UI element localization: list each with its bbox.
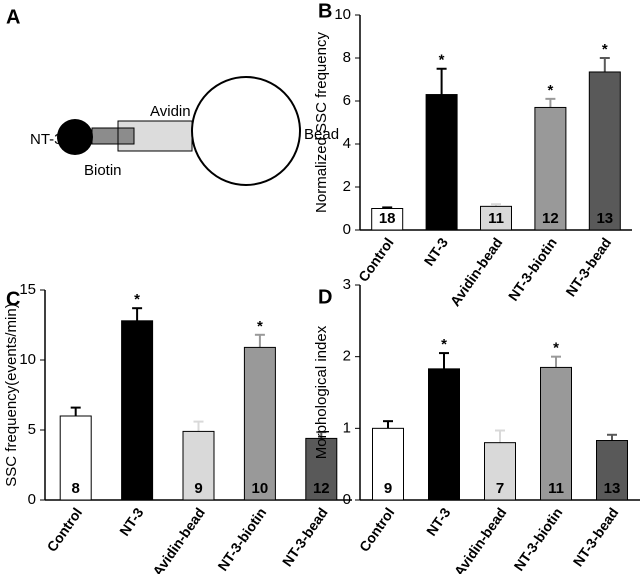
y-axis-label: Normalized SSC frequency <box>313 32 330 213</box>
x-tick-label: Avidin-bead <box>447 235 506 309</box>
y-tick-label: 0 <box>343 491 351 508</box>
n-label: 12 <box>313 480 330 497</box>
x-tick-label: NT-3-bead <box>570 505 622 570</box>
y-tick-label: 0 <box>343 221 351 238</box>
x-tick-label: Avidin-bead <box>149 505 208 574</box>
x-tick-label: Avidin-bead <box>451 505 510 574</box>
y-tick-label: 10 <box>334 6 351 23</box>
x-tick-label: NT-3 <box>421 234 452 268</box>
y-tick-label: 5 <box>28 421 36 438</box>
significance: * <box>134 291 140 308</box>
bar <box>372 427 404 501</box>
bead-shape <box>191 76 301 186</box>
panel-label: A <box>6 6 20 28</box>
n-label: 8 <box>72 480 80 497</box>
bar <box>182 430 215 501</box>
y-axis-label: Morphological index <box>313 325 330 459</box>
n-label: 31 <box>433 210 450 227</box>
y-tick-label: 4 <box>343 135 351 152</box>
panel-label: D <box>318 286 332 308</box>
y-tick-label: 3 <box>343 276 351 293</box>
x-tick-label: NT-3 <box>423 504 454 538</box>
bar <box>588 71 621 231</box>
ntc-shape <box>57 119 93 155</box>
y-tick-label: 2 <box>343 348 351 365</box>
n-label: 10 <box>252 480 269 497</box>
bead-label: Bead <box>304 126 339 143</box>
panel-label: C <box>6 288 20 310</box>
diagram: A NT-3 Biotin Avidin Bead <box>6 6 339 186</box>
bar <box>59 415 92 501</box>
y-tick-label: 0 <box>28 491 36 508</box>
bar <box>540 366 572 501</box>
y-tick-label: 10 <box>19 351 36 368</box>
n-label: 7 <box>440 480 448 497</box>
n-label: 7 <box>496 480 504 497</box>
y-axis-label: SSC frequency(events/min) <box>3 303 20 486</box>
y-tick-label: 2 <box>343 178 351 195</box>
x-tick-label: NT-3-biotin <box>505 235 560 304</box>
bar <box>534 106 567 231</box>
significance: * <box>439 52 445 69</box>
bar <box>480 205 512 231</box>
n-label: 11 <box>488 210 504 227</box>
binder-label: Avidin <box>150 103 191 120</box>
panel-label: B <box>318 0 332 22</box>
x-tick-label: NT-3-biotin <box>510 505 565 574</box>
bar <box>484 442 516 501</box>
x-tick-label: Control <box>44 505 86 555</box>
bar <box>428 368 460 501</box>
x-tick-label: NT-3-biotin <box>214 505 269 574</box>
linker-label: Biotin <box>84 162 122 179</box>
significance: * <box>602 41 608 58</box>
n-label: 13 <box>604 480 621 497</box>
significance: * <box>553 340 559 357</box>
y-tick-label: 1 <box>343 419 351 436</box>
y-tick-label: 15 <box>19 281 36 298</box>
bar <box>596 440 628 501</box>
n-label: 18 <box>379 210 396 227</box>
bar <box>425 94 458 231</box>
n-label: 11 <box>548 480 564 497</box>
x-tick-label: NT-3-bead <box>562 235 614 300</box>
n-label: 12 <box>542 210 559 227</box>
x-tick-label: Control <box>355 235 397 285</box>
bar <box>121 320 154 501</box>
x-tick-label: Control <box>356 505 398 555</box>
significance: * <box>257 318 263 335</box>
n-label: 13 <box>596 210 613 227</box>
x-tick-label: NT-3-bead <box>279 505 331 570</box>
ligand-label: NT-3 <box>30 131 63 148</box>
bar <box>305 437 338 501</box>
biotin-shape <box>117 127 135 145</box>
significance: * <box>547 82 553 99</box>
y-tick-label: 6 <box>343 92 351 109</box>
n-label: 8 <box>133 480 141 497</box>
bar <box>243 346 276 501</box>
x-tick-label: NT-3 <box>116 504 147 538</box>
n-label: 9 <box>384 480 392 497</box>
bar <box>371 208 404 231</box>
n-label: 9 <box>194 480 202 497</box>
y-tick-label: 8 <box>343 49 351 66</box>
significance: * <box>441 336 447 353</box>
